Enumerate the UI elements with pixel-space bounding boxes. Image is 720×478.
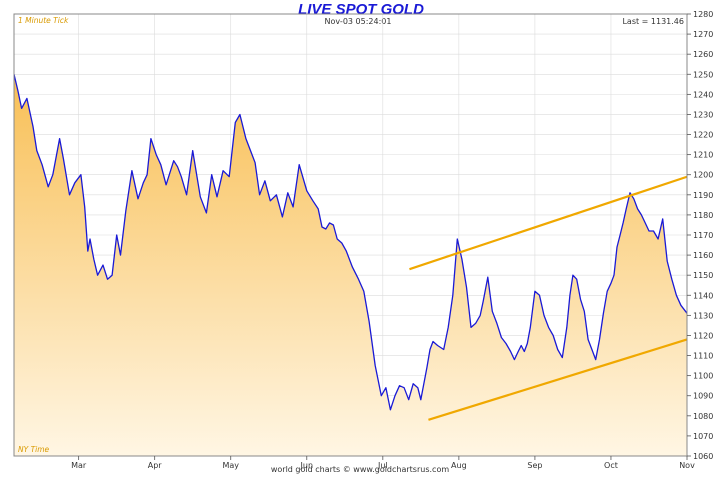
y-tick-label: 1070: [693, 432, 713, 441]
corner-label-bottom: NY Time: [18, 445, 50, 454]
y-tick-label: 1220: [693, 131, 713, 140]
y-tick-label: 1160: [693, 251, 713, 260]
y-tick-label: 1100: [693, 372, 713, 381]
x-tick-label: Aug: [451, 461, 467, 470]
y-tick-label: 1080: [693, 412, 713, 421]
corner-label-top: 1 Minute Tick: [18, 16, 69, 25]
trendline: [409, 175, 688, 271]
x-tick-label: Mar: [71, 461, 87, 470]
y-tick-label: 1090: [693, 392, 713, 401]
footer-credit: world gold charts © www.goldchartsrus.co…: [271, 465, 449, 474]
y-tick-label: 1240: [693, 90, 713, 99]
last-price: Last = 1131.46: [622, 17, 684, 26]
y-tick-label: 1170: [693, 231, 713, 240]
x-tick-label: Oct: [604, 461, 618, 470]
x-axis-ticks: Mar Apr May Jun Jul Aug Sep Oct Nov: [71, 456, 695, 470]
y-tick-label: 1230: [693, 110, 713, 119]
x-tick-label: Nov: [679, 461, 695, 470]
y-tick-label: 1120: [693, 331, 713, 340]
trendline: [428, 338, 688, 421]
x-tick-label: Apr: [148, 461, 163, 470]
y-tick-label: 1180: [693, 211, 713, 220]
y-tick-label: 1150: [693, 271, 713, 280]
y-tick-label: 1260: [693, 50, 713, 59]
y-tick-label: 1110: [693, 352, 713, 361]
y-tick-label: 1270: [693, 30, 713, 39]
y-axis-ticks: 1060 1070 1080 1090 1100 1110 1120 1130 1140 1150…: [687, 10, 713, 461]
chart-title: LIVE SPOT GOLD: [298, 1, 424, 18]
x-tick-label: May: [222, 461, 239, 470]
y-tick-label: 1060: [693, 452, 713, 461]
x-tick-label: Jul: [377, 461, 388, 470]
trendlines: [409, 175, 688, 421]
y-tick-label: 1200: [693, 171, 713, 180]
price-line: [14, 74, 687, 411]
x-tick-label: Sep: [527, 461, 542, 470]
y-tick-label: 1140: [693, 291, 713, 300]
price-area: [14, 74, 687, 456]
y-tick-label: 1210: [693, 151, 713, 160]
y-tick-label: 1130: [693, 311, 713, 320]
y-tick-label: 1280: [693, 10, 713, 19]
y-tick-label: 1250: [693, 70, 713, 79]
timestamp: Nov-03 05:24:01: [325, 17, 392, 26]
x-tick-label: Jun: [300, 461, 314, 470]
y-tick-label: 1190: [693, 191, 713, 200]
